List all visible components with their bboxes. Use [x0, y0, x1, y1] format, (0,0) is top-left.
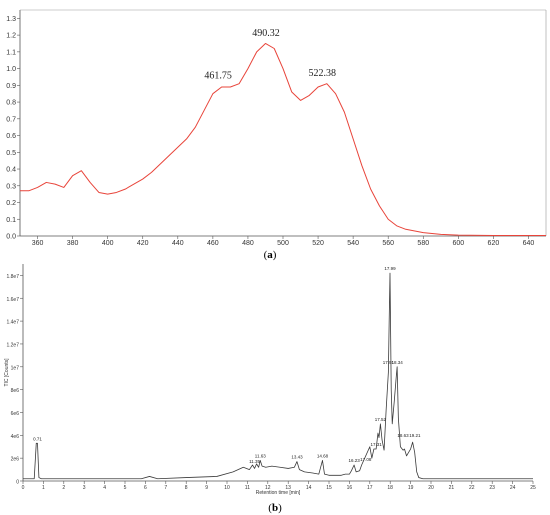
peak-label: 14.68 — [317, 453, 329, 458]
x-tick-label: 25 — [530, 485, 536, 491]
y-tick-label: 0.9 — [6, 83, 16, 90]
peak-label: 17.91 — [383, 360, 395, 365]
peak-label: 0.71 — [33, 436, 42, 441]
x-tick-label: 620 — [488, 240, 500, 247]
x-tick-label: 3 — [83, 485, 86, 491]
y-tick-label: 1.0 — [6, 66, 16, 73]
x-tick-label: 17 — [367, 485, 373, 491]
x-tick-label: 21 — [449, 485, 455, 491]
series-line — [23, 272, 533, 480]
y-tick-label: 0 — [16, 480, 19, 486]
x-tick-label: 8 — [185, 485, 188, 491]
peak-label: 18.63 — [397, 433, 409, 438]
x-tick-label: 560 — [382, 240, 394, 247]
x-tick-label: 600 — [452, 240, 464, 247]
y-tick-label: 0.2 — [6, 200, 16, 207]
y-tick-label: 0.0 — [6, 234, 16, 241]
x-tick-label: 2 — [62, 485, 65, 491]
x-tick-label: 13 — [285, 485, 291, 491]
x-tick-label: 12 — [265, 485, 271, 491]
y-tick-label: 1.8e7 — [6, 274, 19, 280]
x-tick-label: 22 — [469, 485, 475, 491]
x-tick-label: 16 — [347, 485, 353, 491]
peak-label: 17.08 — [360, 457, 372, 462]
x-tick-label: 640 — [523, 240, 535, 247]
x-tick-label: 540 — [347, 240, 359, 247]
x-tick-label: 9 — [205, 485, 208, 491]
x-tick-label: 580 — [417, 240, 429, 247]
y-tick-label: 0.1 — [6, 217, 16, 224]
series-line — [20, 42, 546, 236]
x-tick-label: 14 — [306, 485, 312, 491]
x-tick-label: 5 — [124, 485, 127, 491]
caption-a: (a) — [264, 249, 277, 261]
y-tick-label: 1.6e7 — [6, 297, 19, 303]
x-tick-label: 4 — [103, 485, 106, 491]
x-tick-label: 15 — [326, 485, 332, 491]
x-tick-label: 520 — [312, 240, 324, 247]
y-tick-label: 1.2e7 — [6, 342, 19, 348]
y-tick-label: 1.1 — [6, 49, 16, 56]
peak-label: 17.31 — [370, 442, 382, 447]
x-tick-label: 20 — [428, 485, 434, 491]
x-tick-label: 360 — [32, 240, 44, 247]
y-tick-label: 0.6 — [6, 133, 16, 140]
y-tick-label: 8e6 — [11, 388, 20, 394]
x-tick-label: 19 — [408, 485, 414, 491]
peak-label: 11.63 — [255, 453, 266, 458]
y-tick-label: 0.4 — [6, 167, 16, 174]
x-tick-label: 420 — [137, 240, 149, 247]
x-tick-label: 380 — [67, 240, 79, 247]
x-tick-label: 11 — [245, 485, 250, 491]
y-tick-label: 0.7 — [6, 116, 16, 123]
y-tick-label: 6e6 — [11, 411, 20, 417]
x-tick-label: 24 — [510, 485, 516, 491]
x-tick-label: 0 — [22, 485, 25, 491]
y-tick-label: 0.3 — [6, 183, 16, 190]
x-tick-label: 500 — [277, 240, 289, 247]
y-tick-label: 4e6 — [11, 434, 20, 440]
x-tick-label: 400 — [102, 240, 114, 247]
peak-label: 13.43 — [291, 455, 303, 460]
peak-label: 17.99 — [384, 266, 396, 271]
x-tick-label: 480 — [242, 240, 254, 247]
y-tick-label: 1e7 — [11, 365, 20, 371]
caption-b: (b) — [268, 502, 282, 514]
x-tick-label: 18 — [387, 485, 393, 491]
x-tick-label: 6 — [144, 485, 147, 491]
y-tick-label: 1.3 — [6, 16, 16, 23]
x-tick-label: 10 — [224, 485, 230, 491]
y-tick-label: 1.4e7 — [6, 320, 19, 326]
peak-label: 16.23 — [348, 458, 360, 463]
x-tick-label: 440 — [172, 240, 184, 247]
peak-label: 490.32 — [252, 28, 280, 39]
peak-label: 522.38 — [308, 68, 336, 79]
x-axis-title: Retention time [min] — [256, 490, 301, 496]
y-tick-label: 0.5 — [6, 150, 16, 157]
y-tick-label: 2e6 — [11, 457, 20, 463]
x-tick-label: 460 — [207, 240, 219, 247]
uv-vis-spectrum-chart: 0.0 0.1 0.2 0.3 0.4 0.5 0.6 0.7 0.8 0.9 1.0 1.1 1.2 1… — [6, 9, 547, 247]
peak-label: 19.21 — [409, 433, 421, 438]
x-tick-label: 1 — [42, 485, 45, 491]
peak-label: 11.35 — [249, 459, 260, 464]
peak-label: 17.52 — [375, 417, 387, 422]
x-tick-label: 7 — [164, 485, 167, 491]
x-tick-label: 23 — [489, 485, 495, 491]
y-tick-label: 1.2 — [6, 33, 16, 40]
y-tick-label: 0.8 — [6, 100, 16, 107]
peak-label: 461.75 — [204, 70, 232, 81]
y-axis-title: TIC [Counts] — [4, 358, 10, 387]
peak-label: 18.34 — [392, 360, 404, 365]
